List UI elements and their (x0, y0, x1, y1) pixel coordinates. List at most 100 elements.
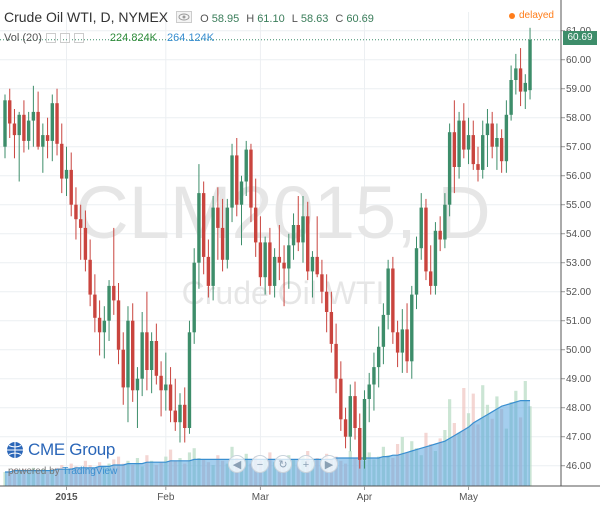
settings-icon[interactable] (45, 33, 56, 43)
candle-body (301, 216, 305, 243)
globe-icon (7, 442, 23, 458)
candle-body (419, 207, 423, 249)
candle-body (12, 123, 17, 136)
volume-average-area (5, 400, 531, 486)
y-tick-label: 46.00 (566, 461, 591, 472)
candle-body (523, 82, 527, 92)
candle-body (310, 256, 315, 272)
candle-body (424, 207, 428, 272)
candle-body (495, 138, 499, 147)
candle-body (50, 103, 54, 141)
candle-body (116, 300, 121, 350)
candle-body (126, 320, 130, 388)
candle-body (26, 120, 31, 141)
candle-body (471, 135, 475, 165)
candle-body (306, 216, 310, 272)
candle-body (60, 143, 64, 179)
x-tick-label: Feb (157, 492, 175, 503)
candle-body (216, 207, 220, 228)
candle-body (78, 219, 83, 228)
volume-value: 224.824K (109, 32, 158, 44)
delayed-indicator: delayed (508, 10, 554, 21)
candle-body (296, 225, 300, 243)
candle-body (31, 111, 36, 121)
cme-logo[interactable]: CME Group (6, 440, 115, 460)
y-tick-label: 54.00 (566, 229, 591, 240)
y-tick-label: 53.00 (566, 258, 591, 269)
candle-body (64, 169, 69, 179)
candle-body (55, 103, 59, 144)
last-price-tag: 60.69 (563, 31, 597, 45)
reset-icon[interactable]: ↻ (274, 455, 292, 473)
candle-body (159, 375, 163, 391)
candle-body (362, 399, 367, 460)
powered-prefix: powered by (8, 466, 63, 477)
y-tick-label: 48.00 (566, 403, 591, 414)
chart-navigation: ◀ − ↻ + ▶ (228, 455, 338, 473)
y-tick-label: 51.00 (566, 316, 591, 327)
candle-body (145, 332, 149, 370)
candle-body (74, 204, 78, 220)
candle-body (466, 135, 471, 150)
volume-header: Vol (20) 224.824K 264.124K (4, 30, 214, 46)
candle-body (206, 256, 211, 286)
candle-body (433, 230, 438, 286)
close-icon[interactable] (73, 33, 84, 43)
candle-body (343, 419, 348, 437)
candle-body (381, 314, 386, 347)
candle-body (183, 404, 187, 428)
candle-body (514, 68, 518, 80)
status-dot-icon (508, 12, 515, 19)
candle-body (320, 274, 324, 292)
candle-body (334, 343, 338, 379)
x-tick-label: May (459, 492, 478, 503)
candle-body (97, 317, 102, 333)
candle-body (405, 329, 409, 362)
candle-body (272, 256, 277, 286)
candle-body (410, 294, 414, 362)
zoom-out-icon[interactable]: − (251, 455, 269, 473)
candle-body (476, 164, 480, 170)
zoom-in-icon[interactable]: + (297, 455, 315, 473)
tradingview-link[interactable]: TradingView (62, 466, 118, 477)
candle-body (197, 193, 201, 263)
candle-body (239, 181, 244, 205)
ohlc-key: L (291, 12, 298, 25)
y-tick-label: 49.00 (566, 374, 591, 385)
candle-body (45, 135, 50, 141)
x-tick-label: 2015 (55, 492, 78, 503)
candle-body (391, 268, 395, 333)
y-tick-label: 59.00 (566, 84, 591, 95)
eye-icon[interactable] (176, 11, 193, 23)
powered-by[interactable]: powered by TradingView (8, 466, 117, 477)
candle-body (201, 193, 206, 257)
candle-body (88, 259, 92, 295)
volume-label: Vol (20) (4, 32, 42, 44)
candle-body (282, 262, 286, 269)
volume-average-value: 264.124K (167, 32, 215, 44)
candle-body (258, 242, 263, 278)
candle-body (348, 396, 352, 437)
hide-icon[interactable] (59, 33, 70, 43)
candle-body (462, 120, 466, 150)
candle-body (457, 120, 461, 167)
ohlc-value: 60.69 (346, 12, 374, 25)
candle-body (149, 341, 154, 370)
candle-body (140, 332, 144, 379)
x-tick-label: Mar (252, 492, 270, 503)
watermark-name: Crude Oil WTI (182, 275, 385, 311)
candle-body (154, 341, 159, 376)
candle-body (17, 114, 21, 136)
back-icon[interactable]: ◀ (228, 455, 246, 473)
candle-body (3, 100, 7, 147)
candle-body (452, 132, 457, 167)
delayed-label: delayed (518, 10, 554, 21)
forward-icon[interactable]: ▶ (320, 455, 338, 473)
candle-body (438, 230, 442, 240)
y-tick-label: 55.00 (566, 200, 591, 211)
candle-body (211, 207, 215, 286)
candle-body (187, 332, 192, 428)
candle-body (8, 100, 12, 124)
